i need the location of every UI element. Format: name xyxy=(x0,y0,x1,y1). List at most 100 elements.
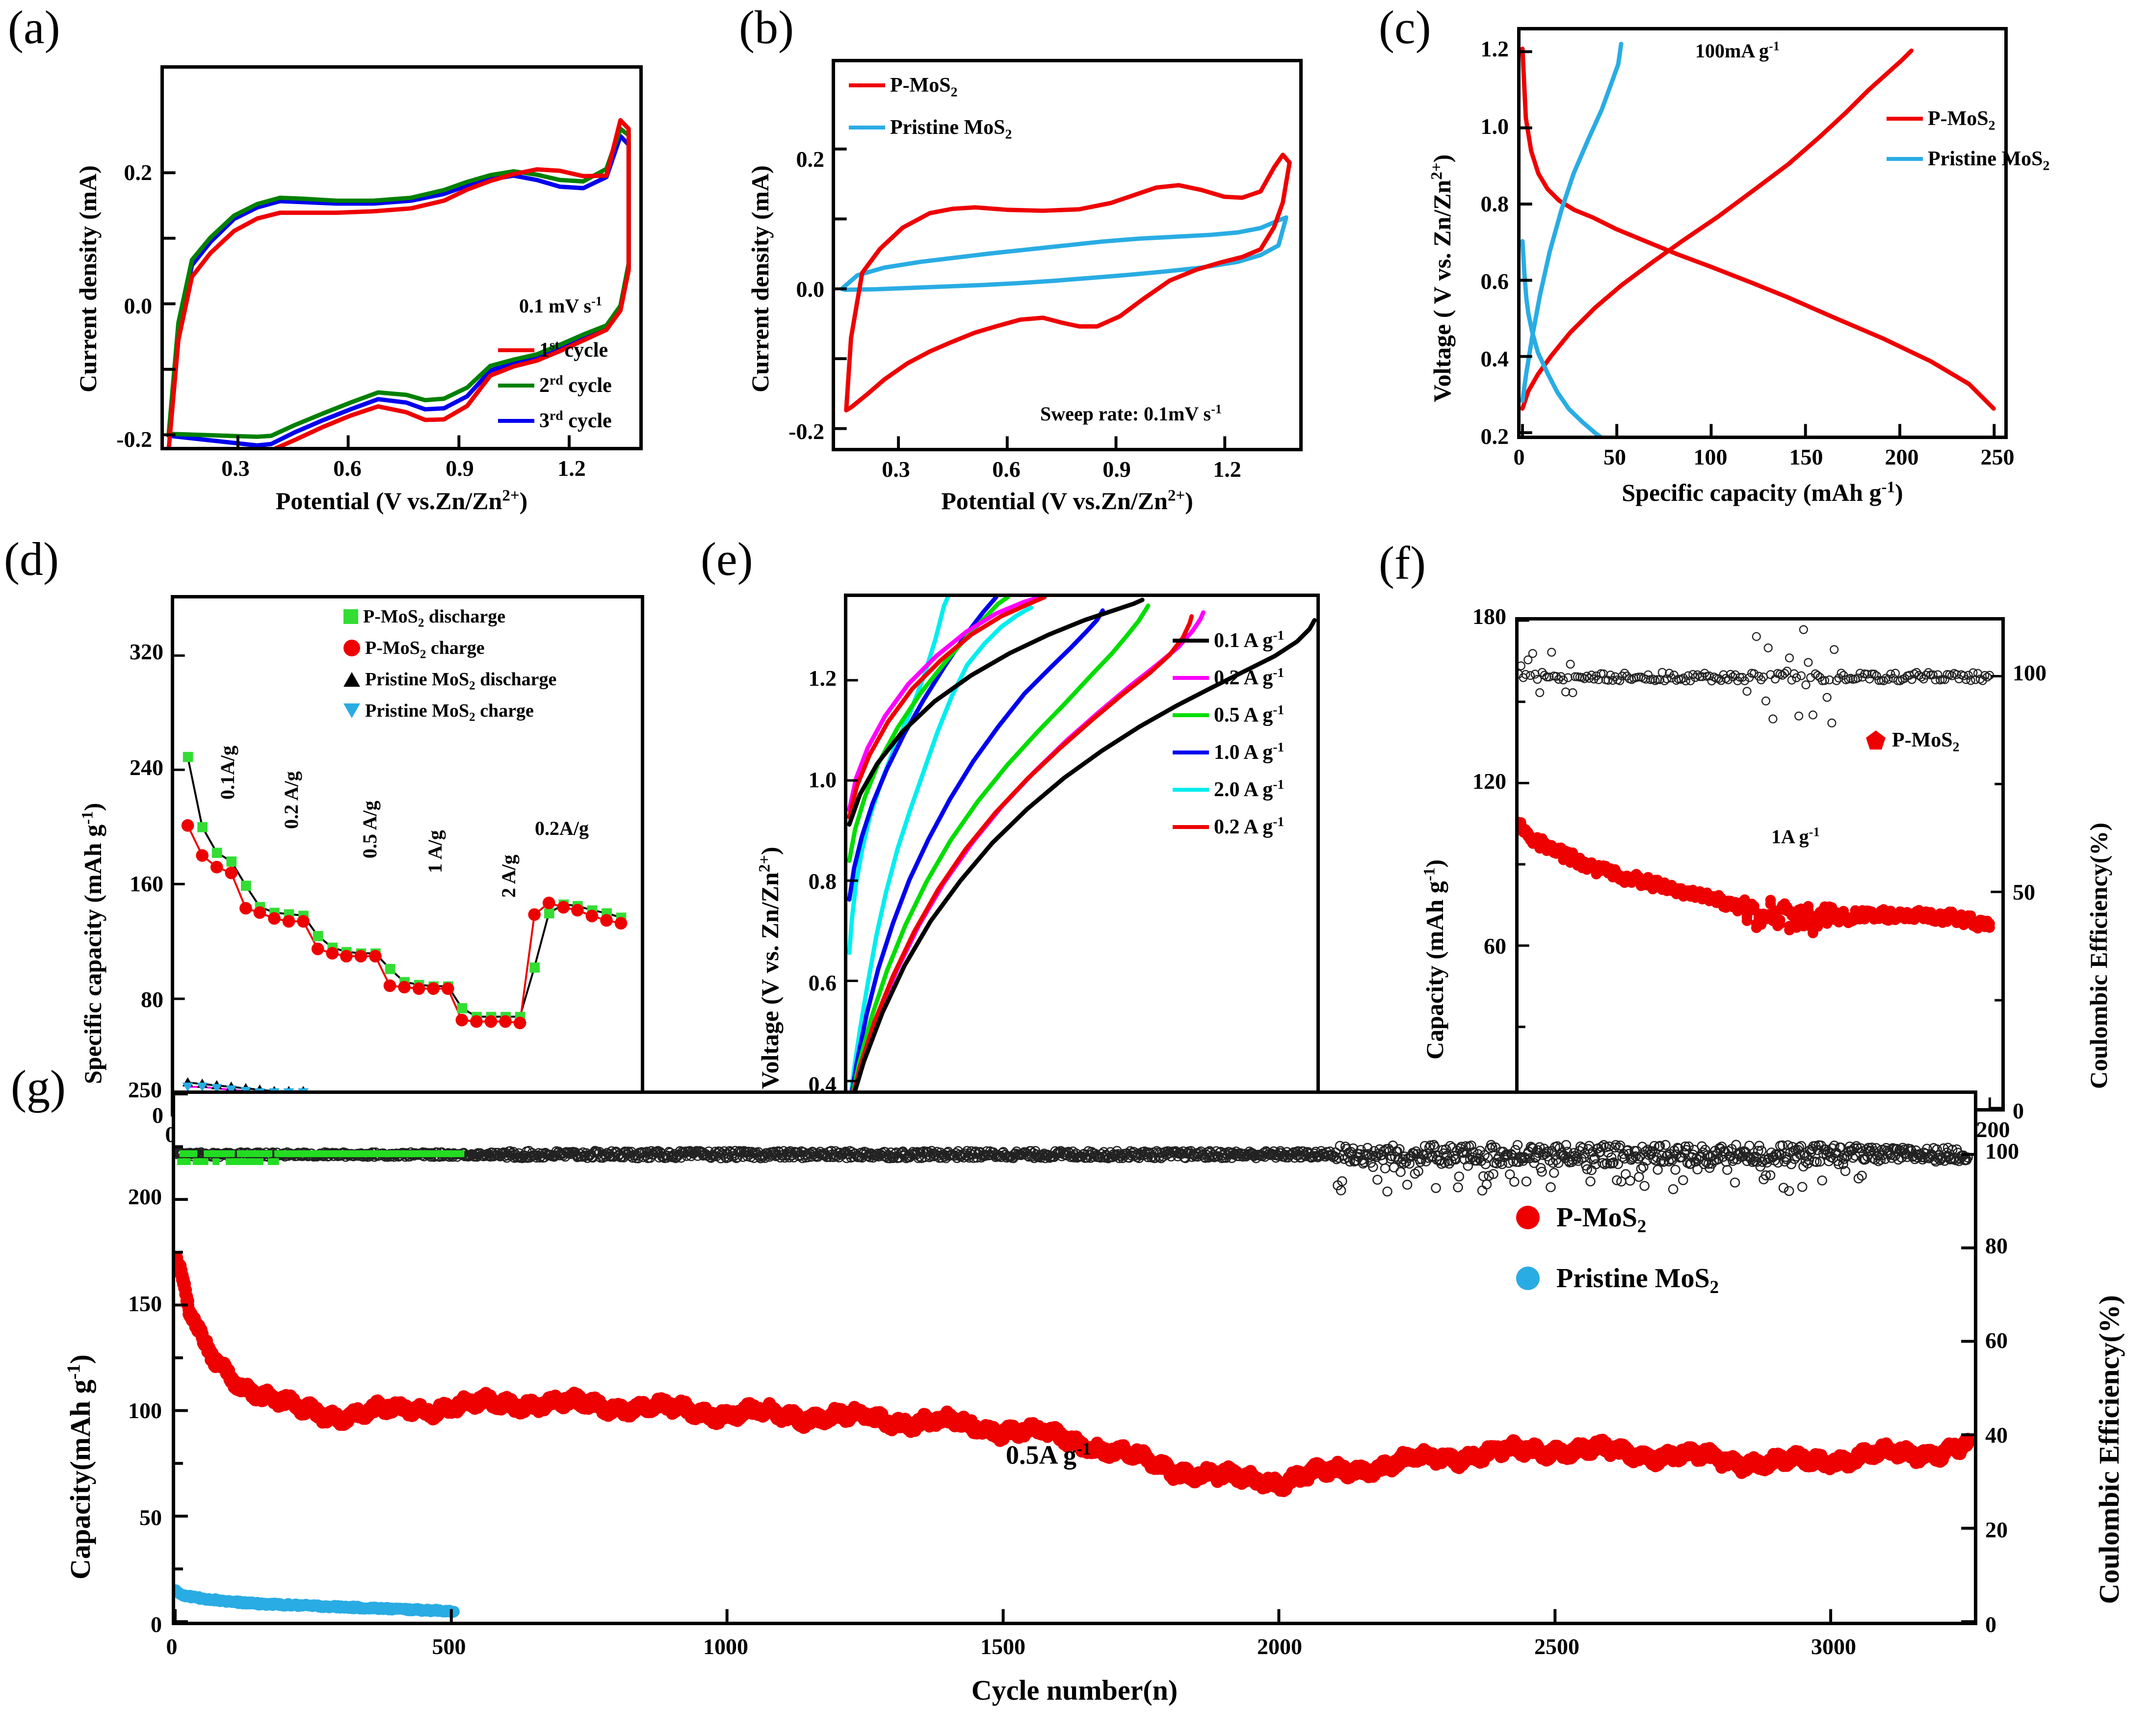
panel-c-ytick-1: 0.4 xyxy=(1480,346,1509,371)
panel-f-ytick-1: 60 xyxy=(1484,933,1506,959)
panel-c-ytick-2: 0.6 xyxy=(1480,269,1509,294)
panel-a-xtick-1: 0.6 xyxy=(333,456,362,481)
legend-item-rate-2: 0.5 A g-1 xyxy=(1173,703,1284,727)
legend-swatch-black xyxy=(1173,639,1209,643)
panel-a-ytick-0: 0.2 xyxy=(124,160,153,185)
panel-g-ytick-0: 0 xyxy=(151,1612,162,1637)
panel-f-y2tick-2: 100 xyxy=(2013,660,2047,685)
legend-marker-triangle-down-cyan xyxy=(343,703,360,718)
legend-swatch-cyan xyxy=(1173,788,1209,792)
panel-c-legend: P-MoS2 Pristine MoS2 xyxy=(1887,107,2049,172)
panel-c-ytick-4: 1.0 xyxy=(1480,114,1509,139)
panel-f-y2tick-0: 0 xyxy=(2013,1098,2024,1123)
legend-swatch-green xyxy=(498,384,534,388)
panel-d-rate-4: 2 A/g xyxy=(498,855,520,898)
panel-d-ytick-2: 160 xyxy=(130,871,163,896)
legend-item-pristine-mos2: Pristine MoS2 xyxy=(1516,1263,1719,1296)
panel-e-curves xyxy=(847,597,1316,1111)
panel-c-xtick-2: 100 xyxy=(1693,444,1728,469)
panel-f-data xyxy=(1519,621,2001,1108)
panel-e-ytick-3: 1.0 xyxy=(808,767,837,792)
panel-a-xlabel: Potential (V vs.Zn/Zn2+) xyxy=(275,487,528,515)
legend-item-pristine-mos2: Pristine MoS2 xyxy=(849,116,1012,141)
panel-d-ytick-3: 240 xyxy=(130,755,163,780)
panel-a-plot-box xyxy=(160,65,643,450)
panel-f-ytick-2: 120 xyxy=(1472,769,1506,794)
legend-item-p-mos2: P-MoS2 xyxy=(1887,107,2049,132)
legend-item-cycle1: 1st cycle xyxy=(498,338,612,362)
panel-b-xtick-2: 0.9 xyxy=(1102,457,1131,482)
panel-f-y2label: Coulombic Efficiency(%) xyxy=(2085,823,2112,1089)
panel-d: (d) 320 xyxy=(0,525,697,1181)
panel-e-ytick-1: 0.6 xyxy=(808,970,837,995)
legend-swatch-blue xyxy=(1173,751,1209,754)
panel-e-label: (e) xyxy=(701,533,753,585)
panel-e: (e) 1.2 1.0 0.8 0.6 xyxy=(697,525,1374,1180)
coulombic-efficiency-early-green xyxy=(177,1150,465,1166)
panel-a-legend: 1st cycle 2rd cycle 3rd cycle xyxy=(498,338,612,433)
panel-d-ytick-0: 0 xyxy=(152,1103,163,1128)
panel-f-ytick-3: 180 xyxy=(1472,604,1506,629)
panel-d-label: (d) xyxy=(4,533,59,585)
capacity-points xyxy=(1519,817,1995,938)
legend-item-cycle3: 3rd cycle xyxy=(498,409,612,433)
p-mos2-charge-markers xyxy=(181,819,628,1030)
panel-g-xtick-0: 0 xyxy=(166,1634,178,1659)
panel-c-ytick-0: 0.2 xyxy=(1480,424,1509,449)
panel-d-rate-5: 0.2A/g xyxy=(535,817,589,839)
panel-c-ylabel: Voltage ( V vs. Zn/Zn2+) xyxy=(1428,154,1456,402)
panel-f: (f) 180 120 60 0 100 50 0 0 50 100 150 2… xyxy=(1374,525,2152,1177)
panel-g-label: (g) xyxy=(11,1061,66,1113)
panel-g-y2tick-0: 0 xyxy=(1985,1612,1996,1637)
panel-g-ylabel: Capacity(mAh g-1) xyxy=(63,1354,96,1580)
legend-item-pristine-discharge: Pristine MoS2 discharge xyxy=(343,669,556,692)
panel-g-xtick-2: 1000 xyxy=(703,1634,748,1659)
panel-c-label: (c) xyxy=(1379,1,1431,53)
panel-g-y2tick-3: 60 xyxy=(1985,1328,2008,1353)
legend-item-p-mos2-discharge: P-MoS2 discharge xyxy=(343,606,556,629)
panel-g-data xyxy=(175,1094,1974,1622)
panel-a-ytick-1: 0.0 xyxy=(124,293,153,318)
panel-c-xtick-3: 150 xyxy=(1789,444,1823,469)
legend-marker-circle-red xyxy=(1516,1206,1540,1229)
panel-c-xlabel: Specific capacity (mAh g-1) xyxy=(1622,478,1903,506)
panel-f-xtick-4: 200 xyxy=(1976,1117,2010,1142)
panel-b-ytick-1: 0.0 xyxy=(796,277,825,302)
panel-b-ylabel: Current density (mA) xyxy=(746,165,774,392)
legend-swatch-red xyxy=(1173,825,1209,829)
legend-swatch-cyan xyxy=(1887,157,1923,161)
panel-g-y2tick-1: 20 xyxy=(1985,1517,2008,1542)
panel-a-xtick-3: 1.2 xyxy=(557,456,586,481)
panel-b-label: (b) xyxy=(739,1,794,53)
panel-c-xtick-5: 250 xyxy=(1980,444,2015,469)
panel-d-legend: P-MoS2 discharge P-MoS2 charge Pristine … xyxy=(343,606,556,724)
legend-marker-square-green xyxy=(343,609,358,624)
panel-b-xtick-3: 1.2 xyxy=(1213,457,1241,482)
panel-c-plot-box xyxy=(1517,27,2008,439)
panel-e-ytick-2: 0.8 xyxy=(808,869,837,894)
panel-g-ytick-5: 250 xyxy=(128,1077,162,1102)
legend-item-pristine-charge: Pristine MoS2 charge xyxy=(343,700,556,724)
legend-item-rate-0: 0.1 A g-1 xyxy=(1173,628,1284,652)
panel-c-curves xyxy=(1521,42,1996,436)
legend-swatch-green xyxy=(1173,713,1209,717)
panel-c-xtick-0: 0 xyxy=(1513,444,1525,469)
panel-g-y2label: Coulombic Efficiency(%) xyxy=(2093,1295,2125,1604)
panel-f-label: (f) xyxy=(1379,537,1426,589)
panel-b-xtick-0: 0.3 xyxy=(882,457,910,482)
panel-c-ytick-5: 1.2 xyxy=(1480,36,1509,61)
panel-b-legend: P-MoS2 Pristine MoS2 xyxy=(849,74,1012,141)
panel-b-curves xyxy=(835,147,1292,448)
panel-g-ytick-4: 200 xyxy=(128,1184,162,1209)
legend-item-rate-3: 1.0 A g-1 xyxy=(1173,740,1284,764)
panel-b-sweep-rate-annotation: Sweep rate: 0.1mV s-1 xyxy=(1040,401,1222,425)
legend-swatch-cyan xyxy=(849,126,885,130)
legend-marker-circle-cyan xyxy=(1516,1267,1540,1290)
legend-item-cycle2: 2rd cycle xyxy=(498,373,612,397)
legend-swatch-red xyxy=(849,83,885,87)
legend-item-rate-5: 0.2 A g-1 xyxy=(1173,815,1284,839)
panel-g-xtick-5: 2500 xyxy=(1534,1634,1579,1659)
panel-g-xlabel: Cycle number(n) xyxy=(971,1674,1178,1706)
legend-swatch-magenta xyxy=(1173,676,1209,680)
panel-a-ytick-2: -0.2 xyxy=(116,427,152,452)
